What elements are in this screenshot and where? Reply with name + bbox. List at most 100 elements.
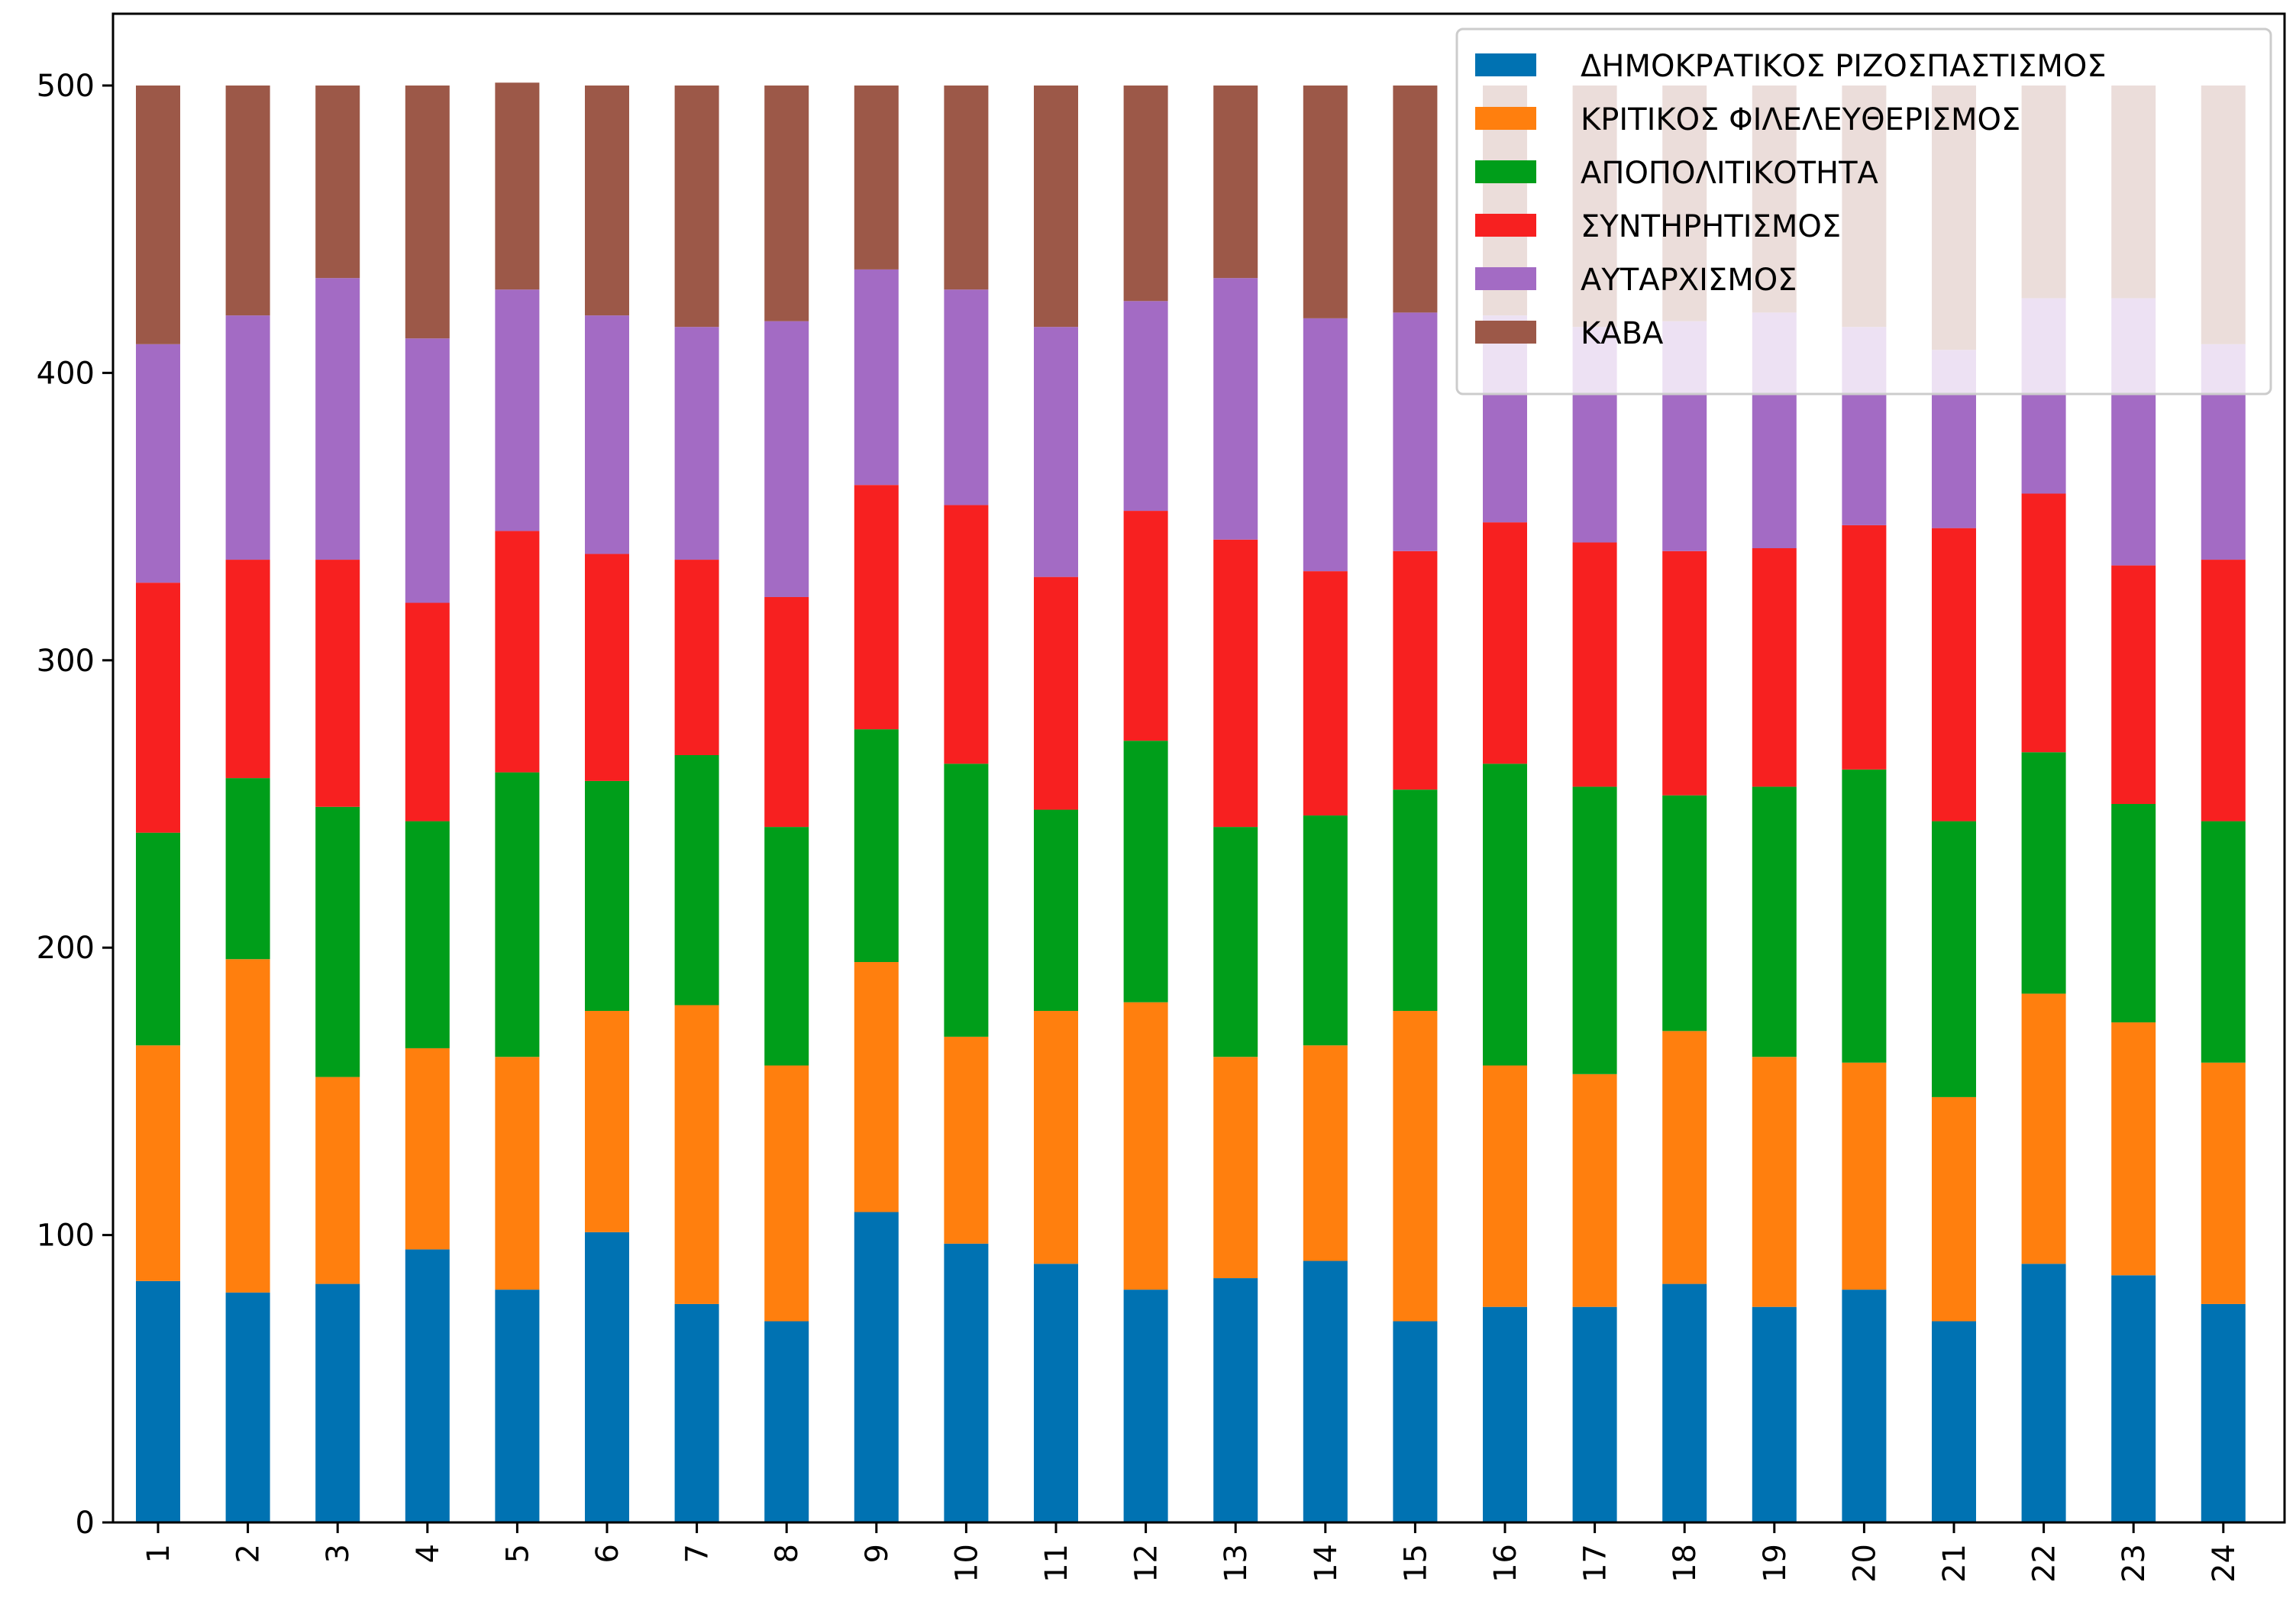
bar-17-series-3 — [1572, 542, 1617, 787]
bar-22-series-3 — [2021, 493, 2066, 753]
x-tick-label-4: 4 — [411, 1544, 446, 1563]
bar-2-series-5 — [225, 86, 270, 316]
y-tick-label-100: 100 — [37, 1219, 95, 1254]
y-tick-label-300: 300 — [37, 644, 95, 679]
bar-9-series-4 — [854, 269, 899, 486]
legend-label-2: ΑΠΟΠΟΛΙΤΙΚΟΤΗΤΑ — [1581, 156, 1879, 191]
bar-4-series-4 — [405, 338, 450, 603]
legend-label-4: ΑΥΤΑΡΧΙΣΜΟΣ — [1581, 263, 1797, 298]
x-tick-label-18: 18 — [1668, 1544, 1703, 1583]
bar-9-series-5 — [854, 86, 899, 270]
bar-7-series-0 — [674, 1303, 719, 1522]
bar-10-series-2 — [944, 764, 989, 1037]
bar-4-series-1 — [405, 1048, 450, 1250]
axes-frame — [111, 12, 2286, 1524]
bar-21-series-2 — [1932, 821, 1976, 1097]
bar-19-series-3 — [1752, 548, 1797, 787]
x-tick-label-20: 20 — [1847, 1544, 1882, 1583]
bar-6-series-2 — [585, 780, 629, 1012]
bar-7-series-4 — [674, 327, 719, 560]
bar-2-series-1 — [225, 959, 270, 1293]
bar-16-series-1 — [1483, 1065, 1527, 1307]
bar-14-series-4 — [1303, 318, 1348, 572]
bar-12-series-4 — [1123, 301, 1168, 512]
x-tick-label-11: 11 — [1039, 1544, 1074, 1583]
y-tick-label-400: 400 — [37, 356, 95, 391]
bar-5-series-4 — [495, 289, 540, 531]
bar-3-series-0 — [315, 1283, 360, 1522]
bar-10-series-3 — [944, 505, 989, 764]
bar-8-series-0 — [764, 1321, 809, 1522]
bar-3-series-2 — [315, 806, 360, 1077]
bar-10-series-0 — [944, 1243, 989, 1522]
x-tick-label-5: 5 — [500, 1544, 535, 1563]
x-tick-label-9: 9 — [860, 1544, 895, 1563]
bar-21-series-0 — [1932, 1321, 1976, 1522]
bar-3-series-1 — [315, 1077, 360, 1284]
bar-13-series-4 — [1213, 278, 1258, 540]
bar-6-series-3 — [585, 554, 629, 781]
y-tick-label-500: 500 — [37, 69, 95, 104]
bar-23-series-1 — [2111, 1022, 2156, 1276]
x-tick-label-13: 13 — [1219, 1544, 1254, 1583]
bar-12-series-2 — [1123, 741, 1168, 1002]
bar-7-series-2 — [674, 755, 719, 1006]
x-tick-label-12: 12 — [1129, 1544, 1164, 1583]
bar-14-series-5 — [1303, 86, 1348, 318]
bar-15-series-4 — [1393, 312, 1438, 551]
bar-9-series-1 — [854, 962, 899, 1212]
bar-19-series-1 — [1752, 1057, 1797, 1307]
bar-8-series-2 — [764, 827, 809, 1066]
bar-18-series-3 — [1662, 550, 1707, 796]
bar-4-series-2 — [405, 821, 450, 1048]
bar-12-series-5 — [1123, 86, 1168, 302]
bar-21-series-3 — [1932, 528, 1976, 822]
bar-20-series-1 — [1842, 1062, 1887, 1290]
bar-22-series-2 — [2021, 752, 2066, 994]
bar-9-series-3 — [854, 485, 899, 730]
bar-17-series-0 — [1572, 1306, 1617, 1522]
legend-swatch-2 — [1475, 160, 1536, 183]
legend-box — [1455, 27, 2272, 395]
x-tick-label-21: 21 — [1937, 1544, 1972, 1583]
bar-13-series-5 — [1213, 86, 1258, 279]
legend: ΔΗΜΟΚΡΑΤΙΚΟΣ ΡΙΖΟΣΠΑΣΤΙΣΜΟΣ ΚΡΙΤΙΚΟΣ ΦΙΛΕ… — [1455, 27, 2272, 395]
bar-3-series-4 — [315, 278, 360, 560]
bar-8-series-5 — [764, 86, 809, 321]
bar-14-series-0 — [1303, 1261, 1348, 1522]
bar-23-series-3 — [2111, 565, 2156, 804]
bar-4-series-0 — [405, 1249, 450, 1522]
bar-1-series-0 — [136, 1280, 180, 1522]
bar-13-series-1 — [1213, 1057, 1258, 1279]
bar-17-series-1 — [1572, 1073, 1617, 1307]
x-axis: 1 2 3 4 5 6 7 8 9 10 11 12 13 14 15 16 17 18 19 20 21 22 23 24 — [141, 1522, 2242, 1583]
x-tick-label-15: 15 — [1398, 1544, 1433, 1583]
bar-4-series-3 — [405, 602, 450, 822]
bar-12-series-1 — [1123, 1002, 1168, 1290]
bar-15-series-2 — [1393, 789, 1438, 1012]
bar-24-series-1 — [2201, 1062, 2246, 1304]
bar-8-series-4 — [764, 321, 809, 597]
x-tick-label-23: 23 — [2117, 1544, 2152, 1583]
bar-10-series-4 — [944, 289, 989, 505]
bar-14-series-2 — [1303, 815, 1348, 1046]
bar-18-series-2 — [1662, 795, 1707, 1031]
bar-23-series-0 — [2111, 1275, 2156, 1522]
legend-swatch-5 — [1475, 321, 1536, 344]
bar-3-series-5 — [315, 86, 360, 279]
bar-22-series-0 — [2021, 1264, 2066, 1522]
x-tick-label-19: 19 — [1758, 1544, 1793, 1583]
legend-swatch-0 — [1475, 53, 1536, 76]
bar-24-series-3 — [2201, 560, 2246, 822]
bar-20-series-0 — [1842, 1290, 1887, 1522]
bar-19-series-0 — [1752, 1306, 1797, 1522]
bar-1-series-5 — [136, 86, 180, 344]
bar-24-series-0 — [2201, 1303, 2246, 1522]
x-tick-label-24: 24 — [2207, 1544, 2242, 1583]
bar-5-series-2 — [495, 772, 540, 1057]
bar-10-series-1 — [944, 1036, 989, 1244]
x-tick-label-16: 16 — [1488, 1544, 1523, 1583]
x-tick-label-7: 7 — [680, 1544, 715, 1563]
bar-19-series-2 — [1752, 786, 1797, 1057]
